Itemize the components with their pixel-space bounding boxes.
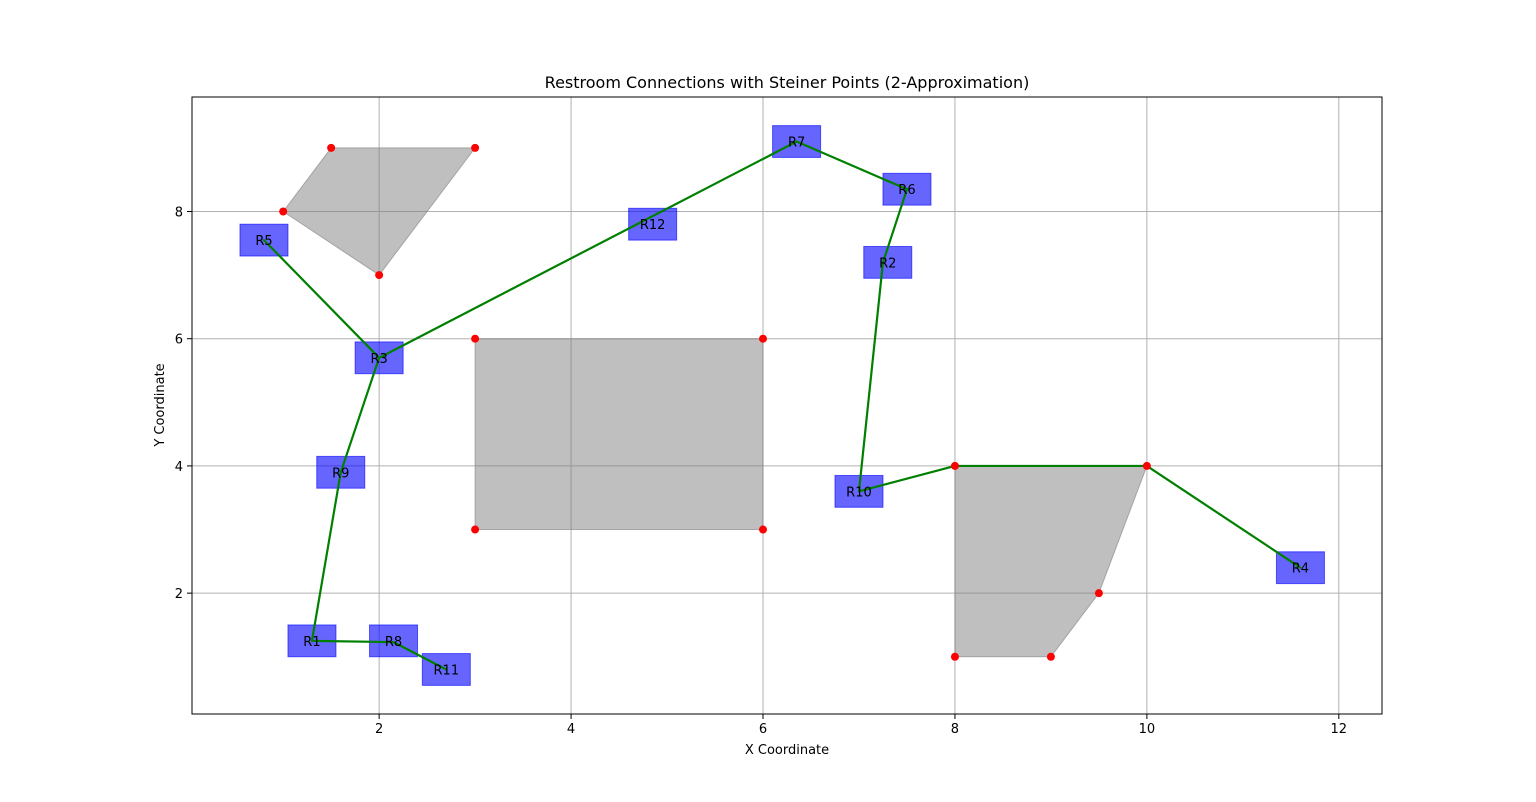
x-tick-label: 6 [759,722,767,737]
connection-edge [310,471,342,642]
grid [192,97,1382,714]
steiner-point [1046,652,1055,661]
plot-area-frame [191,96,1383,715]
steiner-point [471,143,480,152]
steiner-point [471,334,480,343]
y-tick-label: 6 [175,333,183,348]
restroom-labels: R1 R2 R3 R4 R5 R6 R7 R8 R9 R10 R11 R12 [255,136,1309,679]
obstacle-polygon [954,465,1148,658]
restroom-label: R2 [879,256,896,271]
steiner-point [327,143,336,152]
y-tick-label: 4 [175,460,183,475]
steiner-point [759,334,768,343]
steiner-point [1142,461,1151,470]
steiner-point [375,271,384,280]
connection-edge [881,188,909,264]
connection-edge [1145,464,1302,569]
ticks: 2 4 6 8 10 12 2 4 6 8 [175,205,1347,737]
restroom-label: R1 [303,635,320,650]
restroom-box [354,341,404,375]
steiner-point [471,525,480,534]
steiner-point [1094,589,1103,598]
obstacle-polygon [474,338,764,531]
chart-title: Restroom Connections with Steiner Points… [545,73,1030,92]
restroom-label: R9 [332,466,349,481]
x-tick-label: 4 [567,722,575,737]
restroom-label: R3 [370,352,387,367]
steiner-point [759,525,768,534]
connection-edge [310,639,395,644]
restroom-label: R12 [640,218,666,233]
x-tick-label: 12 [1331,722,1348,737]
connection-edge [857,261,885,493]
connection-edge [392,641,448,671]
y-tick-label: 2 [175,587,183,602]
x-tick-label: 2 [375,722,383,737]
y-axis-label: Y Coordinate [153,363,168,447]
x-tick-label: 10 [1139,722,1156,737]
restroom-label: R6 [898,183,915,198]
obstacles [282,147,1148,658]
connection-edge [857,464,957,493]
x-tick-label: 8 [951,722,959,737]
restroom-label: R4 [1292,562,1309,577]
y-tick-label: 8 [175,205,183,220]
steiner-point [950,652,959,661]
connection-edge [262,239,381,359]
restroom-label: R5 [255,234,272,249]
connections [262,140,1302,671]
steiner-points [279,143,1151,661]
steiner-point [279,207,288,216]
restroom-label: R10 [846,485,872,500]
restroom-label: R8 [385,635,402,650]
restroom-label: R11 [434,663,460,678]
connection-edge [339,356,381,474]
restroom-label: R7 [788,136,805,151]
connection-edge [378,140,798,359]
connection-edge [795,140,909,191]
x-axis-label: X Coordinate [745,743,829,758]
steiner-point [950,461,959,470]
